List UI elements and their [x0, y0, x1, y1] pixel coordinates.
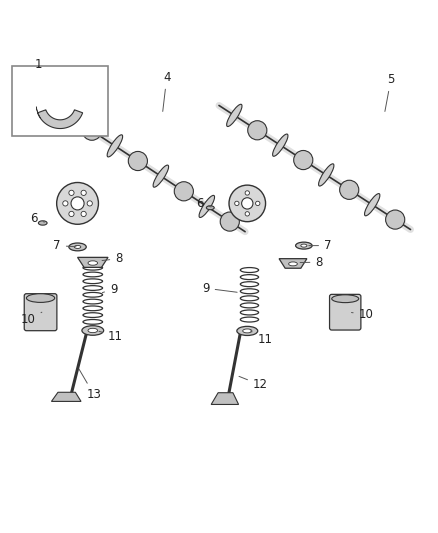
Polygon shape	[78, 257, 108, 268]
Ellipse shape	[206, 206, 214, 209]
Circle shape	[69, 212, 74, 216]
Ellipse shape	[88, 328, 98, 333]
Circle shape	[63, 201, 68, 206]
Circle shape	[71, 197, 84, 210]
Circle shape	[69, 190, 74, 196]
Ellipse shape	[88, 261, 98, 265]
Text: 6: 6	[196, 197, 211, 210]
Circle shape	[81, 212, 86, 216]
Ellipse shape	[296, 242, 312, 249]
Polygon shape	[211, 393, 239, 405]
Circle shape	[385, 210, 405, 229]
Ellipse shape	[74, 245, 81, 248]
Circle shape	[245, 191, 250, 195]
Text: 6: 6	[30, 212, 44, 225]
Ellipse shape	[272, 134, 288, 156]
Text: 7: 7	[53, 239, 76, 252]
Polygon shape	[279, 259, 307, 268]
Ellipse shape	[82, 326, 104, 335]
Circle shape	[229, 185, 265, 222]
Text: 12: 12	[239, 376, 268, 391]
Circle shape	[242, 198, 253, 209]
FancyBboxPatch shape	[329, 294, 361, 330]
Ellipse shape	[199, 196, 215, 217]
Circle shape	[174, 182, 194, 201]
Ellipse shape	[61, 104, 77, 127]
Ellipse shape	[364, 193, 380, 216]
Ellipse shape	[243, 329, 252, 333]
Ellipse shape	[237, 326, 258, 335]
Text: 5: 5	[385, 73, 395, 111]
Circle shape	[339, 180, 359, 199]
Ellipse shape	[301, 244, 307, 247]
Text: 8: 8	[102, 252, 123, 265]
Text: 10: 10	[351, 308, 374, 321]
Text: 11: 11	[99, 329, 123, 343]
Ellipse shape	[332, 295, 359, 303]
Ellipse shape	[226, 104, 242, 126]
Circle shape	[235, 201, 239, 206]
Text: 8: 8	[300, 256, 323, 269]
Ellipse shape	[153, 165, 169, 187]
Text: 13: 13	[79, 369, 102, 401]
Bar	[12, 66, 108, 136]
Circle shape	[87, 201, 92, 206]
Ellipse shape	[26, 294, 55, 302]
FancyBboxPatch shape	[24, 294, 57, 330]
Polygon shape	[38, 110, 83, 128]
Text: 10: 10	[21, 312, 42, 326]
Circle shape	[255, 201, 260, 206]
Circle shape	[57, 182, 99, 224]
Ellipse shape	[69, 243, 86, 251]
Circle shape	[81, 190, 86, 196]
Polygon shape	[36, 107, 41, 118]
Ellipse shape	[289, 262, 297, 266]
Circle shape	[245, 212, 250, 216]
Circle shape	[128, 151, 148, 171]
Text: 9: 9	[202, 282, 237, 295]
Text: 11: 11	[251, 331, 272, 346]
Polygon shape	[51, 392, 81, 401]
Ellipse shape	[39, 221, 47, 225]
Ellipse shape	[107, 135, 123, 157]
Circle shape	[294, 150, 313, 169]
Text: 1: 1	[35, 58, 42, 70]
Ellipse shape	[318, 164, 334, 186]
Text: 9: 9	[102, 282, 117, 296]
Text: 7: 7	[309, 239, 332, 252]
Circle shape	[82, 121, 102, 140]
Text: 4: 4	[163, 71, 170, 111]
Circle shape	[248, 120, 267, 140]
Circle shape	[220, 212, 240, 231]
